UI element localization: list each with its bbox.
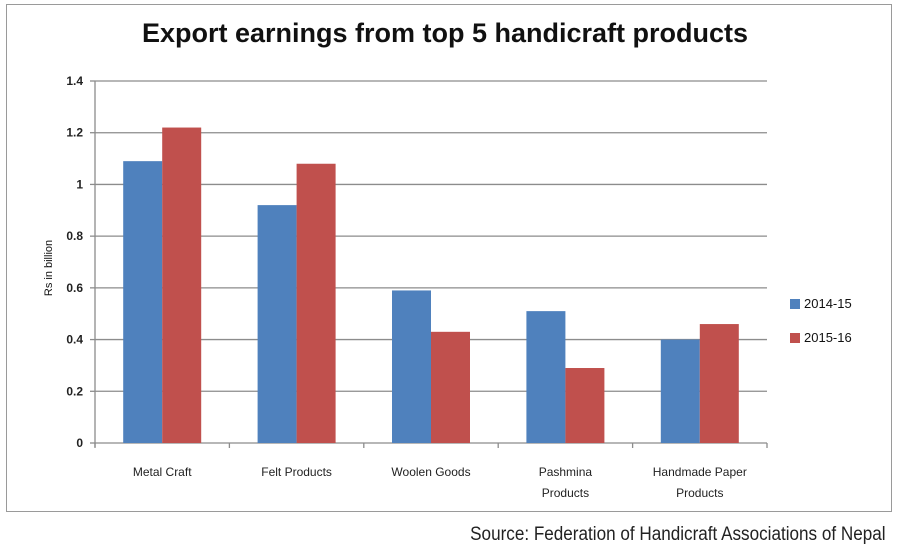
legend-item-2014-15: 2014-15 — [790, 296, 852, 311]
x-tick-label: Products — [542, 486, 589, 500]
legend-swatch-2014-15 — [790, 298, 800, 309]
y-tick-label: 0.2 — [66, 384, 83, 398]
y-tick-label: 0.6 — [66, 281, 83, 295]
bar-2015-16-woolen-goods — [431, 331, 470, 443]
y-tick-label: 1.4 — [66, 74, 83, 88]
legend-label: 2015-16 — [804, 330, 852, 345]
legend-item-2015-16: 2015-16 — [790, 330, 852, 345]
y-tick-label: 1.2 — [66, 126, 83, 140]
x-tick-label: Pashmina — [539, 465, 593, 479]
x-tick-label: Felt Products — [261, 465, 332, 479]
bar-2015-16-pashmina-products — [565, 368, 605, 443]
x-tick-label: Woolen Goods — [391, 465, 470, 479]
bar-2014-15-handmade-paper-products — [660, 339, 700, 443]
x-tick-label: Metal Craft — [133, 465, 192, 479]
bar-2014-15-woolen-goods — [392, 290, 431, 443]
bar-2015-16-felt-products — [296, 163, 336, 443]
source-note: Source: Federation of Handicraft Associa… — [470, 524, 886, 545]
x-tick-label: Products — [676, 486, 723, 500]
y-tick-label: 0.4 — [66, 333, 83, 347]
x-tick-label: Handmade Paper — [653, 465, 747, 479]
bar-2014-15-metal-craft — [123, 161, 163, 443]
chart-title: Export earnings from top 5 handicraft pr… — [141, 18, 749, 48]
legend-swatch-2015-16 — [790, 332, 800, 343]
bar-2015-16-metal-craft — [162, 127, 202, 444]
y-tick-label: 0.8 — [66, 229, 83, 243]
y-tick-label: 1 — [76, 177, 83, 191]
bar-2014-15-pashmina-products — [526, 311, 566, 443]
chart-frame — [6, 4, 892, 512]
bar-2015-16-handmade-paper-products — [699, 324, 739, 443]
y-tick-label: 0 — [76, 436, 83, 450]
bar-2014-15-felt-products — [257, 205, 297, 443]
legend-label: 2014-15 — [804, 296, 852, 311]
